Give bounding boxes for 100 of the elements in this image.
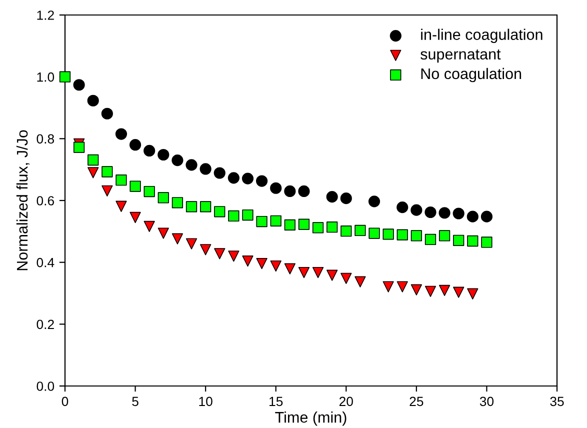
point xyxy=(102,185,113,196)
point xyxy=(186,201,198,212)
point xyxy=(214,248,226,260)
point xyxy=(467,288,478,300)
point xyxy=(326,190,338,203)
point xyxy=(340,192,352,204)
point xyxy=(130,212,141,224)
point xyxy=(87,94,99,106)
x-tick-label: 35 xyxy=(550,396,564,406)
y-tick-label: 0.8 xyxy=(36,134,54,144)
point xyxy=(270,215,282,226)
point xyxy=(424,206,436,218)
point xyxy=(242,209,254,221)
point xyxy=(270,260,282,272)
point xyxy=(396,229,408,240)
point xyxy=(466,210,478,222)
point xyxy=(200,201,212,212)
point xyxy=(101,108,113,120)
y-tick-label: 0.4 xyxy=(36,258,54,268)
point xyxy=(242,256,254,267)
point xyxy=(242,172,254,184)
point xyxy=(228,250,240,262)
point xyxy=(200,163,212,175)
point xyxy=(424,234,436,246)
point xyxy=(115,128,128,140)
point xyxy=(368,228,380,239)
point xyxy=(73,142,85,153)
point xyxy=(88,154,99,166)
point xyxy=(298,266,310,278)
point xyxy=(73,79,85,91)
point xyxy=(340,272,352,284)
point xyxy=(172,154,184,166)
point xyxy=(438,284,450,296)
point xyxy=(186,159,198,171)
point xyxy=(144,220,155,232)
y-tick-label: 0.6 xyxy=(36,196,54,206)
point xyxy=(410,204,422,216)
x-tick-label: 5 xyxy=(132,396,138,406)
point xyxy=(396,281,408,292)
point xyxy=(452,208,464,220)
legend-label: No coagulation xyxy=(421,68,522,82)
y-tick-label: 0.0 xyxy=(36,382,54,391)
point xyxy=(312,222,324,234)
point xyxy=(424,286,436,297)
point xyxy=(59,71,71,82)
point xyxy=(438,207,450,219)
point xyxy=(130,180,141,192)
point xyxy=(88,167,99,178)
point xyxy=(186,238,198,250)
point xyxy=(354,276,366,288)
point xyxy=(298,218,310,230)
point xyxy=(382,228,394,240)
point xyxy=(158,148,170,161)
point xyxy=(340,226,352,237)
point xyxy=(270,182,282,194)
point xyxy=(480,210,493,222)
point xyxy=(158,192,169,204)
point xyxy=(256,258,268,270)
point xyxy=(158,228,169,239)
point xyxy=(453,234,464,246)
point xyxy=(228,172,240,184)
point xyxy=(144,144,156,157)
point xyxy=(438,230,450,242)
point xyxy=(214,167,226,179)
point xyxy=(256,175,268,187)
point xyxy=(256,216,268,228)
point xyxy=(326,270,338,281)
point xyxy=(284,263,296,274)
point xyxy=(481,236,492,248)
x-tick-label: 20 xyxy=(339,396,353,406)
point xyxy=(200,244,212,256)
point xyxy=(312,266,324,278)
point xyxy=(410,284,422,296)
point xyxy=(144,186,155,198)
legend-label: supernatant xyxy=(420,50,501,63)
point xyxy=(396,202,408,214)
point xyxy=(129,139,142,151)
point xyxy=(354,224,366,236)
y-tick-label: 1.2 xyxy=(37,10,54,20)
x-axis-title: Time (min) xyxy=(275,411,346,426)
y-axis-title: Normalized flux, J/Jo xyxy=(16,130,30,270)
legend-label: in-line coagulation xyxy=(421,28,542,43)
point xyxy=(410,230,422,242)
point xyxy=(116,200,127,212)
point xyxy=(116,174,127,186)
point xyxy=(467,235,478,247)
point xyxy=(298,185,310,198)
point xyxy=(284,219,296,230)
point xyxy=(326,222,338,233)
x-tick-label: 25 xyxy=(410,396,424,406)
y-tick-label: 0.2 xyxy=(36,320,54,330)
point xyxy=(453,286,464,298)
y-tick-label: 1.0 xyxy=(37,72,54,82)
point xyxy=(102,166,113,178)
x-tick-label: 10 xyxy=(199,396,212,406)
x-tick-label: 30 xyxy=(480,396,494,406)
x-tick-label: 15 xyxy=(270,396,283,406)
point xyxy=(172,197,184,208)
point xyxy=(228,210,240,222)
point xyxy=(284,185,296,198)
